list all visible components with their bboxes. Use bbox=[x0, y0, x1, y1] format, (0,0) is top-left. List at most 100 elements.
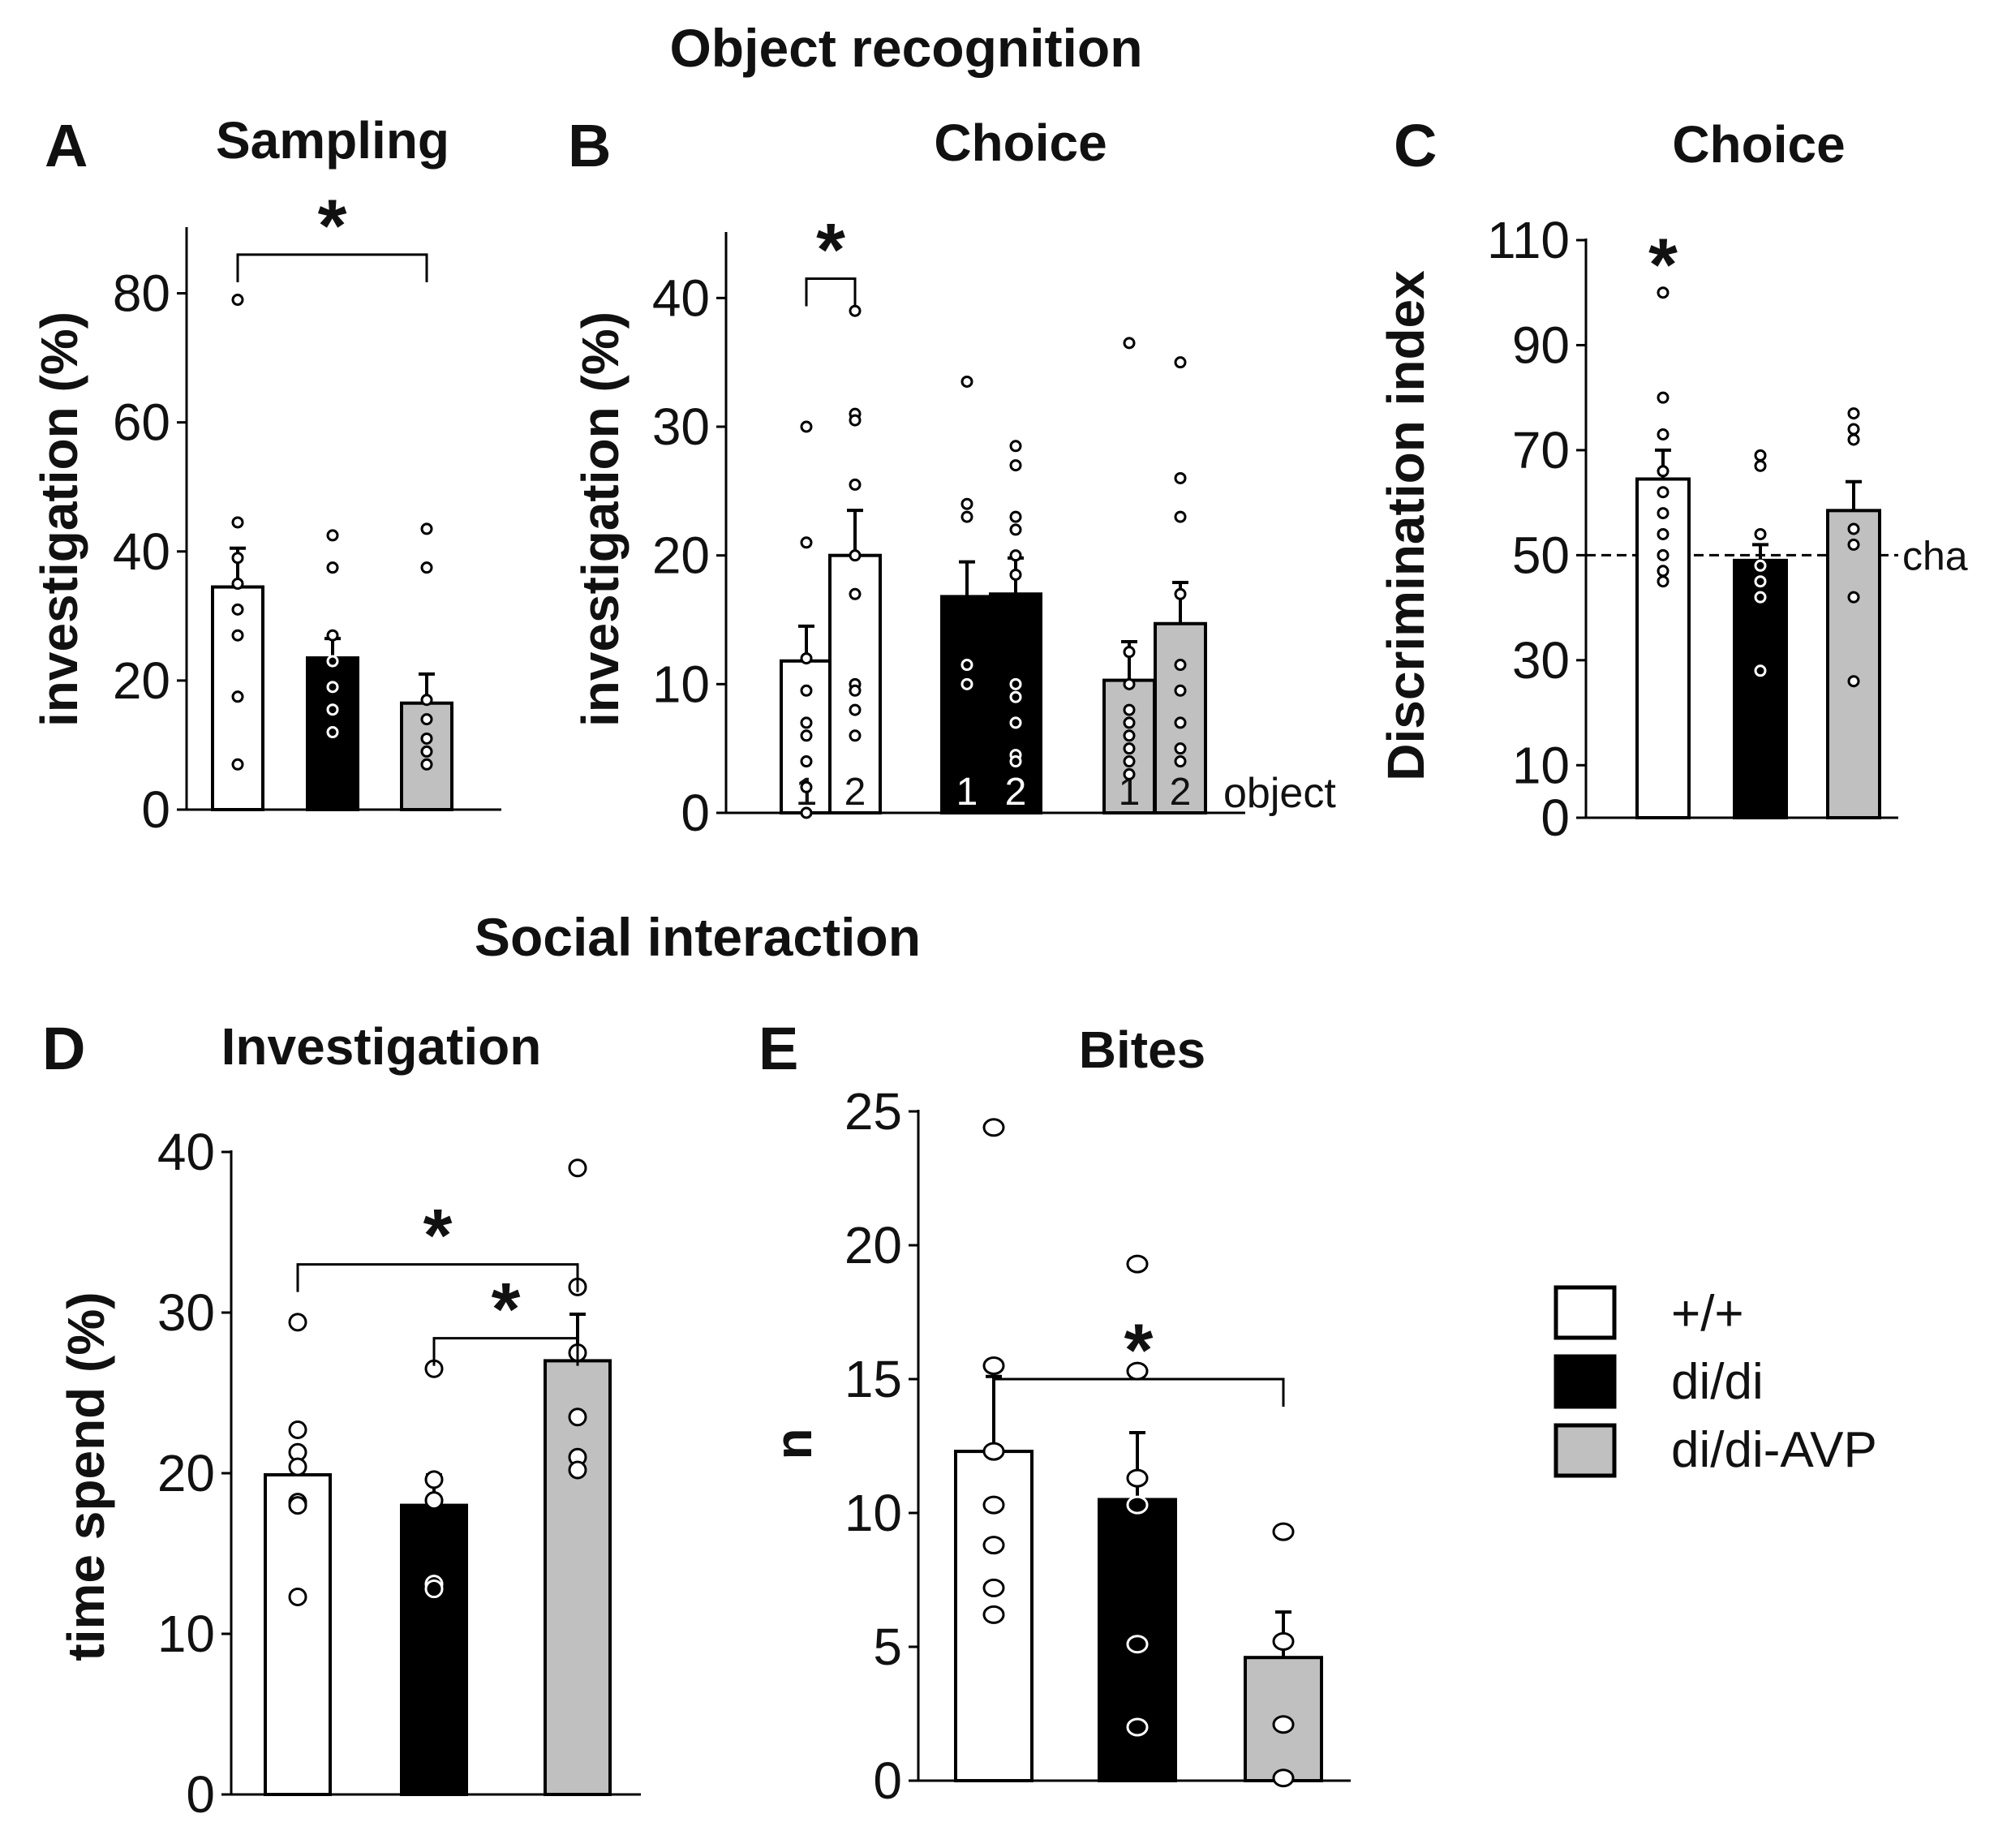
data-point bbox=[1123, 716, 1136, 729]
data-point bbox=[1009, 677, 1022, 690]
data-point bbox=[1657, 548, 1670, 561]
y-tick-label: 10 bbox=[652, 655, 710, 713]
data-point bbox=[1847, 675, 1860, 688]
data-point bbox=[800, 806, 813, 819]
section-title-social-interaction: Social interaction bbox=[475, 907, 921, 967]
data-point bbox=[1754, 559, 1767, 572]
y-tick-label: 10 bbox=[1512, 736, 1570, 794]
y-tick-label: 30 bbox=[157, 1283, 215, 1342]
y-axis-label-a: investigation (%) bbox=[30, 312, 88, 727]
data-point bbox=[960, 497, 973, 510]
y-tick-label: 0 bbox=[873, 1751, 902, 1810]
legend-swatch-wildtype bbox=[1554, 1285, 1617, 1340]
data-point bbox=[1174, 356, 1187, 369]
panel-d-investigation: D Investigation time spend (%) 0 10 20 30 40 * * bbox=[42, 1015, 641, 1824]
data-point bbox=[1123, 646, 1136, 659]
data-point bbox=[1272, 1715, 1295, 1734]
significance-bracket bbox=[992, 1377, 1285, 1407]
data-point bbox=[420, 522, 433, 535]
y-tick-label: 15 bbox=[844, 1350, 902, 1408]
data-point bbox=[1174, 471, 1187, 484]
data-point bbox=[1174, 716, 1187, 729]
data-point bbox=[1123, 677, 1136, 690]
data-point bbox=[1272, 1522, 1295, 1541]
significance-star: * bbox=[1124, 1309, 1154, 1392]
y-axis-label-c: Discrimination index bbox=[1377, 270, 1435, 781]
panel-label-a: A bbox=[45, 112, 88, 179]
data-point bbox=[1174, 510, 1187, 523]
data-point bbox=[568, 1407, 587, 1427]
data-point bbox=[1009, 549, 1022, 562]
panel-label-c: C bbox=[1394, 112, 1437, 179]
data-point bbox=[1126, 1495, 1149, 1515]
data-point bbox=[1272, 1631, 1295, 1651]
data-point bbox=[1657, 507, 1670, 520]
data-point bbox=[982, 1495, 1005, 1515]
significance-star: * bbox=[492, 1269, 521, 1352]
bar-number-label: 2 bbox=[1005, 771, 1027, 814]
panel-title-a: Sampling bbox=[216, 111, 449, 170]
data-point bbox=[288, 1313, 307, 1332]
chance-level-label: cha bbox=[1902, 533, 1968, 578]
significance-bracket bbox=[432, 1337, 579, 1366]
data-point bbox=[326, 703, 339, 716]
data-point bbox=[800, 780, 813, 793]
data-point bbox=[1009, 440, 1022, 453]
data-point bbox=[326, 681, 339, 694]
bar-d-0 bbox=[264, 1472, 332, 1796]
data-point bbox=[1009, 716, 1022, 729]
data-point bbox=[231, 578, 244, 591]
data-point bbox=[1847, 591, 1860, 604]
data-point bbox=[1657, 465, 1670, 478]
data-point bbox=[1847, 423, 1860, 436]
y-tick-label: 20 bbox=[157, 1444, 215, 1502]
data-point bbox=[849, 549, 862, 562]
significance-star: * bbox=[423, 1195, 453, 1278]
data-point bbox=[1847, 522, 1860, 535]
y-tick-label: 30 bbox=[1512, 631, 1570, 690]
significance-star: * bbox=[816, 209, 845, 292]
data-point bbox=[982, 1578, 1005, 1597]
y-tick-label: 90 bbox=[1512, 316, 1570, 374]
data-point bbox=[1009, 568, 1022, 581]
bar-number-label: 1 bbox=[956, 771, 978, 814]
legend-label-wildtype: +/+ bbox=[1671, 1286, 1744, 1342]
data-point bbox=[1009, 755, 1022, 768]
data-point bbox=[849, 478, 862, 491]
data-point bbox=[800, 420, 813, 433]
bar-number-label: 2 bbox=[844, 771, 866, 814]
panel-title-c: Choice bbox=[1672, 115, 1845, 174]
data-point bbox=[231, 629, 244, 642]
y-tick-label: 80 bbox=[113, 264, 170, 323]
data-point bbox=[849, 729, 862, 742]
data-point bbox=[1657, 286, 1670, 299]
data-point bbox=[1009, 510, 1022, 523]
y-axis-label-d: time spend (%) bbox=[57, 1291, 115, 1661]
data-point bbox=[1754, 664, 1767, 677]
data-point bbox=[1123, 337, 1136, 350]
data-point bbox=[424, 1579, 444, 1599]
data-point bbox=[420, 694, 433, 707]
data-point bbox=[1657, 428, 1670, 441]
data-point bbox=[1657, 527, 1670, 540]
data-point bbox=[568, 1460, 587, 1480]
significance-star: * bbox=[1648, 224, 1678, 307]
data-point bbox=[960, 375, 973, 388]
data-point bbox=[231, 690, 244, 703]
data-point bbox=[231, 758, 244, 771]
y-tick-label: 0 bbox=[681, 784, 710, 842]
legend-swatch-didi-avp bbox=[1554, 1423, 1617, 1478]
panel-a-sampling: A Sampling investigation (%) 0 20 40 60 80 * bbox=[30, 111, 501, 839]
data-point bbox=[1657, 575, 1670, 588]
legend-label-didi-avp: di/di-AVP bbox=[1671, 1422, 1877, 1478]
x-annotation-object: object bbox=[1223, 770, 1336, 817]
y-tick-label: 60 bbox=[113, 393, 170, 452]
data-point bbox=[1754, 575, 1767, 588]
data-point bbox=[1174, 684, 1187, 697]
y-tick-label: 40 bbox=[113, 522, 170, 581]
data-point bbox=[982, 1118, 1005, 1137]
data-point bbox=[231, 603, 244, 616]
data-point bbox=[568, 1158, 587, 1178]
data-point bbox=[1123, 767, 1136, 780]
